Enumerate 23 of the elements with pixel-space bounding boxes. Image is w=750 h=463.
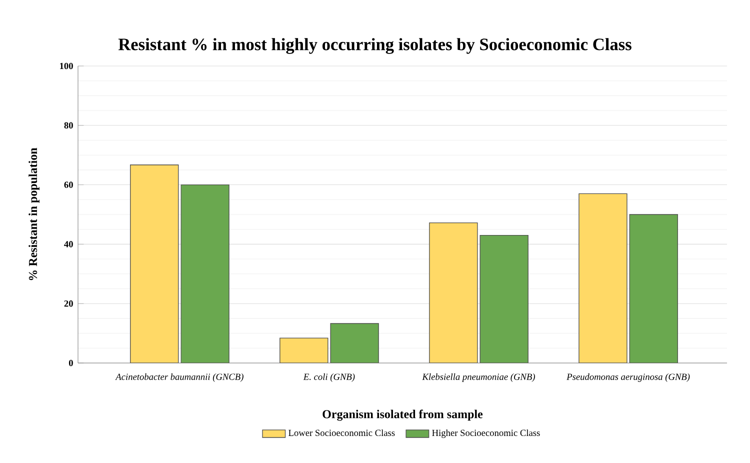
y-axis-title: % Resistant in population bbox=[28, 148, 40, 280]
x-tick-label: E. coli (GNB) bbox=[303, 373, 355, 382]
y-tick-label: 100 bbox=[60, 62, 73, 70]
legend-label: Higher Socioeconomic Class bbox=[432, 429, 540, 438]
x-tick-label: Acinetobacter baumannii (GNCB) bbox=[115, 373, 244, 382]
legend-label: Lower Socioeconomic Class bbox=[288, 429, 395, 436]
y-tick-label: 40 bbox=[64, 241, 73, 248]
bar bbox=[180, 184, 230, 363]
x-tick-label: Pseudomonas aeruginosa (GNB) bbox=[566, 373, 690, 382]
bar bbox=[280, 338, 328, 363]
bar bbox=[330, 323, 379, 363]
bar bbox=[629, 214, 678, 363]
x-axis-title: Organism isolated from sample bbox=[322, 410, 483, 421]
bar bbox=[578, 193, 628, 363]
chart-title: Resistant % in most highly occurring isolates by Socioeconomic Class bbox=[118, 38, 632, 54]
y-tick-label: 0 bbox=[68, 360, 73, 366]
bar bbox=[130, 164, 179, 363]
bar bbox=[429, 222, 478, 363]
x-tick-label: Klebsiella pneumoniae (GNB) bbox=[422, 373, 535, 382]
y-tick-label: 80 bbox=[64, 122, 73, 129]
y-tick-label: 20 bbox=[64, 300, 73, 307]
y-tick-label: 60 bbox=[64, 182, 73, 188]
bar bbox=[480, 234, 528, 363]
